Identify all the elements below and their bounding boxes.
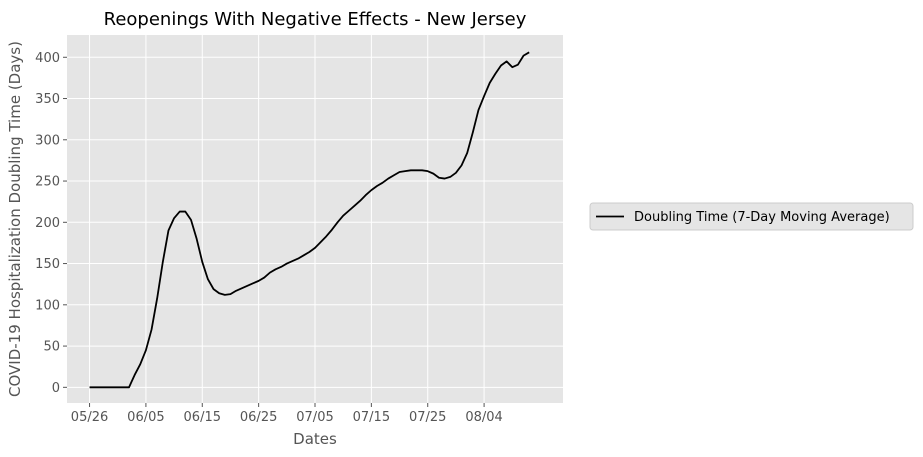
y-tick-label: 350 bbox=[35, 92, 60, 107]
y-tick-label: 100 bbox=[35, 298, 60, 313]
x-tick-label: 08/04 bbox=[465, 410, 502, 425]
x-axis-label: Dates bbox=[293, 430, 337, 448]
y-tick-label: 50 bbox=[43, 340, 60, 355]
legend-label: Doubling Time (7-Day Moving Average) bbox=[634, 210, 890, 225]
series-layer bbox=[89, 51, 530, 389]
y-tick-label: 250 bbox=[35, 175, 60, 190]
grid bbox=[67, 35, 563, 403]
x-tick-label: 07/05 bbox=[296, 410, 333, 425]
series-line-0 bbox=[89, 51, 530, 389]
x-tick-label: 06/05 bbox=[127, 410, 164, 425]
x-tick-label: 05/26 bbox=[71, 410, 108, 425]
y-tick-label: 200 bbox=[35, 216, 60, 231]
y-tick-label: 0 bbox=[52, 381, 60, 396]
x-tick-label: 06/15 bbox=[184, 410, 221, 425]
y-axis-label: COVID-19 Hospitalization Doubling Time (… bbox=[6, 41, 24, 397]
y-tick-label: 300 bbox=[35, 133, 60, 148]
y-tick-label: 400 bbox=[35, 51, 60, 66]
x-tick-label: 07/25 bbox=[409, 410, 446, 425]
legend-box bbox=[589, 202, 914, 231]
y-tick-label: 150 bbox=[35, 257, 60, 272]
chart-title: Reopenings With Negative Effects - New J… bbox=[104, 9, 527, 30]
legend: Doubling Time (7-Day Moving Average) bbox=[589, 202, 914, 231]
axis-ticks: 0 50 100 150 200 250 300 350 400 05/26 06/05 06/15 0… bbox=[35, 51, 503, 425]
x-tick-label: 07/15 bbox=[353, 410, 390, 425]
x-tick-label: 06/25 bbox=[240, 410, 277, 425]
